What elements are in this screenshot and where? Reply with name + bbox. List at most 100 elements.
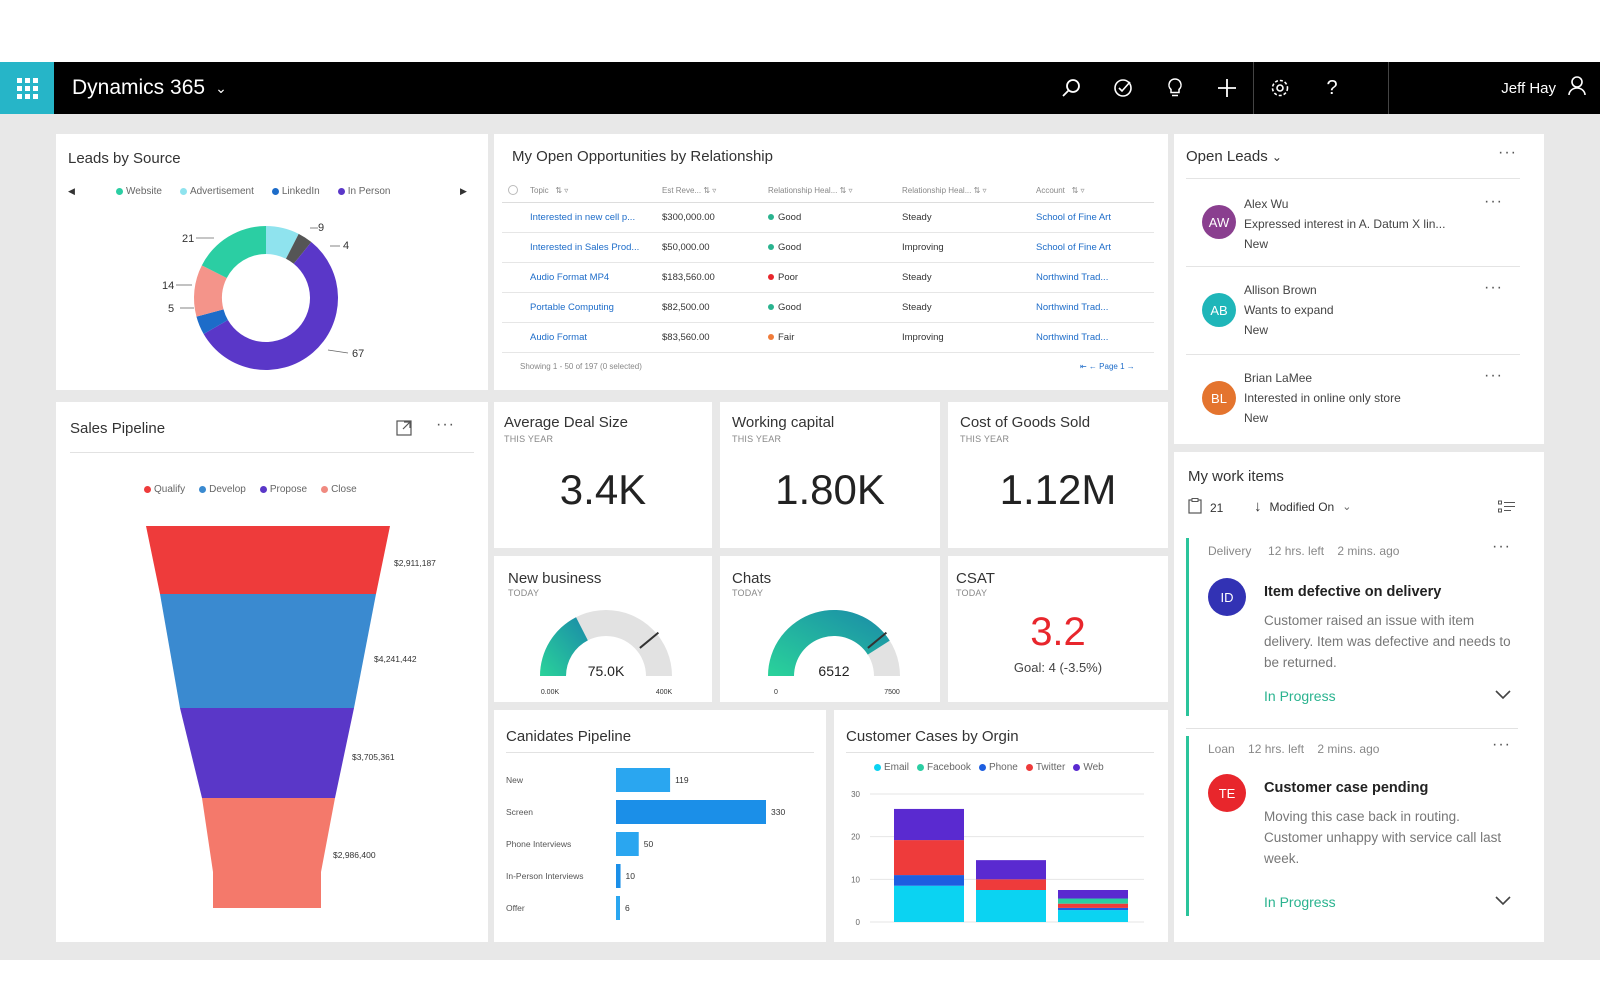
chevron-down-icon[interactable]: [1494, 894, 1512, 912]
help-icon[interactable]: ?: [1326, 76, 1338, 99]
work-item[interactable]: Loan 12 hrs. left 2 mins. ago ··· TE Cus…: [1186, 736, 1518, 916]
work-item-description: Moving this case back in routing. Custom…: [1264, 809, 1502, 866]
kpi-tile-average-deal-size[interactable]: Average Deal Size THIS YEAR 3.4K: [494, 402, 712, 548]
topic-link[interactable]: Audio Format MP4: [524, 262, 656, 293]
legend-item[interactable]: Email: [874, 762, 909, 773]
account-link[interactable]: Northwind Trad...: [1030, 292, 1154, 323]
gauge-tile-new-business[interactable]: New business TODAY 75.0K 0.00K 400K: [494, 556, 712, 702]
trend-cell: Steady: [896, 292, 1030, 323]
select-all-checkbox[interactable]: [502, 180, 524, 203]
legend-item[interactable]: Close: [321, 484, 357, 495]
more-options-icon[interactable]: ···: [436, 416, 455, 433]
settings-icon[interactable]: [1254, 62, 1306, 114]
kpi-tile-working-capital[interactable]: Working capital THIS YEAR 1.80K: [720, 402, 940, 548]
legend-item[interactable]: Web: [1073, 762, 1104, 773]
user-name: Jeff Hay: [1501, 79, 1556, 97]
legend-next-icon[interactable]: ▶: [460, 186, 467, 196]
gauge-max: 7500: [884, 689, 900, 696]
kpi-period: THIS YEAR: [732, 434, 782, 444]
stacked-bar-segment: [976, 879, 1046, 890]
work-item-status[interactable]: In Progress: [1264, 894, 1336, 910]
revenue-cell: $300,000.00: [656, 202, 762, 233]
card-title[interactable]: Open Leads ⌄: [1186, 148, 1282, 165]
bar-value-label: 50: [644, 839, 654, 849]
y-tick-label: 10: [851, 875, 860, 884]
legend-item[interactable]: Twitter: [1025, 762, 1065, 773]
trend-cell: Steady: [896, 262, 1030, 293]
gauge-fill: [768, 610, 890, 676]
slice-label: 5: [168, 303, 174, 315]
lead-item[interactable]: AB Allison Brown Wants to expand New ···: [1186, 266, 1520, 354]
more-options-icon[interactable]: ···: [1498, 144, 1517, 161]
topic-link[interactable]: Interested in new cell p...: [524, 202, 656, 233]
column-header[interactable]: Account ⇅ ▿: [1030, 180, 1154, 203]
account-link[interactable]: Northwind Trad...: [1030, 322, 1154, 353]
kpi-period: THIS YEAR: [504, 434, 554, 444]
waffle-icon[interactable]: [0, 62, 54, 114]
column-header[interactable]: Est Reve... ⇅ ▿: [656, 180, 762, 203]
more-options-icon[interactable]: ···: [1492, 736, 1511, 753]
funnel-segment-propose: [180, 708, 354, 798]
kpi-title: Working capital: [732, 414, 835, 431]
topic-link[interactable]: Interested in Sales Prod...: [524, 232, 656, 263]
topic-link[interactable]: Portable Computing: [524, 292, 656, 323]
table-row[interactable]: Audio Format MP4 $183,560.00 Poor Steady…: [502, 262, 1154, 293]
work-item-status[interactable]: In Progress: [1264, 688, 1336, 704]
legend-item[interactable]: Facebook: [917, 762, 971, 773]
legend-item[interactable]: Advertisement: [179, 186, 254, 197]
legend-item[interactable]: Website: [116, 186, 162, 197]
column-header[interactable]: Relationship Heal... ⇅ ▿: [762, 180, 896, 203]
legend-prev-icon[interactable]: ◀: [68, 186, 75, 196]
table-row[interactable]: Audio Format $83,560.00 Fair Improving N…: [502, 322, 1154, 353]
legend-item[interactable]: LinkedIn: [271, 186, 320, 197]
filter-list-icon[interactable]: [1498, 500, 1516, 519]
legend-item[interactable]: In Person: [337, 186, 391, 197]
lead-item[interactable]: AW Alex Wu Expressed interest in A. Datu…: [1186, 178, 1520, 266]
funnel-segment-qualify: [146, 526, 390, 594]
column-header[interactable]: Topic ⇅ ▿: [524, 180, 656, 203]
account-link[interactable]: School of Fine Art: [1030, 232, 1154, 263]
legend-item[interactable]: Propose: [259, 484, 307, 495]
lead-note: Wants to expand: [1244, 303, 1334, 317]
bar-value-label: 10: [626, 871, 636, 881]
work-item-title[interactable]: Customer case pending: [1264, 780, 1429, 796]
account-link[interactable]: School of Fine Art: [1030, 202, 1154, 233]
more-options-icon[interactable]: ···: [1484, 279, 1503, 296]
lead-name: Allison Brown: [1244, 283, 1317, 297]
kpi-tile-cost-of-goods-sold[interactable]: Cost of Goods Sold THIS YEAR 1.12M: [948, 402, 1168, 548]
more-options-icon[interactable]: ···: [1484, 193, 1503, 210]
add-icon[interactable]: [1201, 62, 1253, 114]
gauge-tile-chats[interactable]: Chats TODAY 6512 0 7500: [720, 556, 940, 702]
card-title: Sales Pipeline: [70, 420, 166, 437]
lead-item[interactable]: BL Brian LaMee Interested in online only…: [1186, 354, 1520, 442]
user-menu[interactable]: Jeff Hay: [1388, 62, 1600, 114]
legend-item[interactable]: Phone: [978, 762, 1018, 773]
more-options-icon[interactable]: ···: [1492, 538, 1511, 555]
stacked-bar-segment: [894, 808, 964, 841]
csat-tile[interactable]: CSAT TODAY 3.2 Goal: 4 (-3.5%): [948, 556, 1168, 702]
dashboard-canvas: Leads by Source ◀ Website Advertisement …: [0, 114, 1600, 960]
work-item[interactable]: Delivery 12 hrs. left 2 mins. ago ··· ID…: [1186, 538, 1518, 718]
table-row[interactable]: Interested in Sales Prod... $50,000.00 G…: [502, 232, 1154, 263]
sort-dropdown[interactable]: ↓ Modified On ⌄: [1254, 498, 1352, 515]
pagination[interactable]: ⇤ ← Page 1 →: [1080, 362, 1135, 371]
column-header[interactable]: Relationship Heal... ⇅ ▿: [896, 180, 1030, 203]
account-link[interactable]: Northwind Trad...: [1030, 262, 1154, 293]
expand-icon[interactable]: [396, 420, 412, 441]
more-options-icon[interactable]: ···: [1484, 367, 1503, 384]
search-icon[interactable]: [1045, 62, 1097, 114]
legend-item[interactable]: Develop: [199, 484, 246, 495]
work-item-title[interactable]: Item defective on delivery: [1264, 584, 1442, 600]
table-row[interactable]: Interested in new cell p... $300,000.00 …: [502, 202, 1154, 233]
chevron-down-icon[interactable]: [1494, 688, 1512, 706]
lightbulb-icon[interactable]: [1149, 62, 1201, 114]
table-row[interactable]: Portable Computing $82,500.00 Good Stead…: [502, 292, 1154, 323]
stacked-bar-segment: [894, 875, 964, 886]
app-switcher[interactable]: Dynamics 365 ⌄: [72, 76, 227, 100]
gauge-chart: 75.0K 0.00K 400K: [540, 610, 672, 696]
card-title: My work items: [1188, 468, 1284, 485]
task-icon[interactable]: [1097, 62, 1149, 114]
topic-link[interactable]: Audio Format: [524, 322, 656, 353]
legend-item[interactable]: Qualify: [144, 484, 185, 495]
stacked-bar-segment: [1058, 890, 1128, 899]
